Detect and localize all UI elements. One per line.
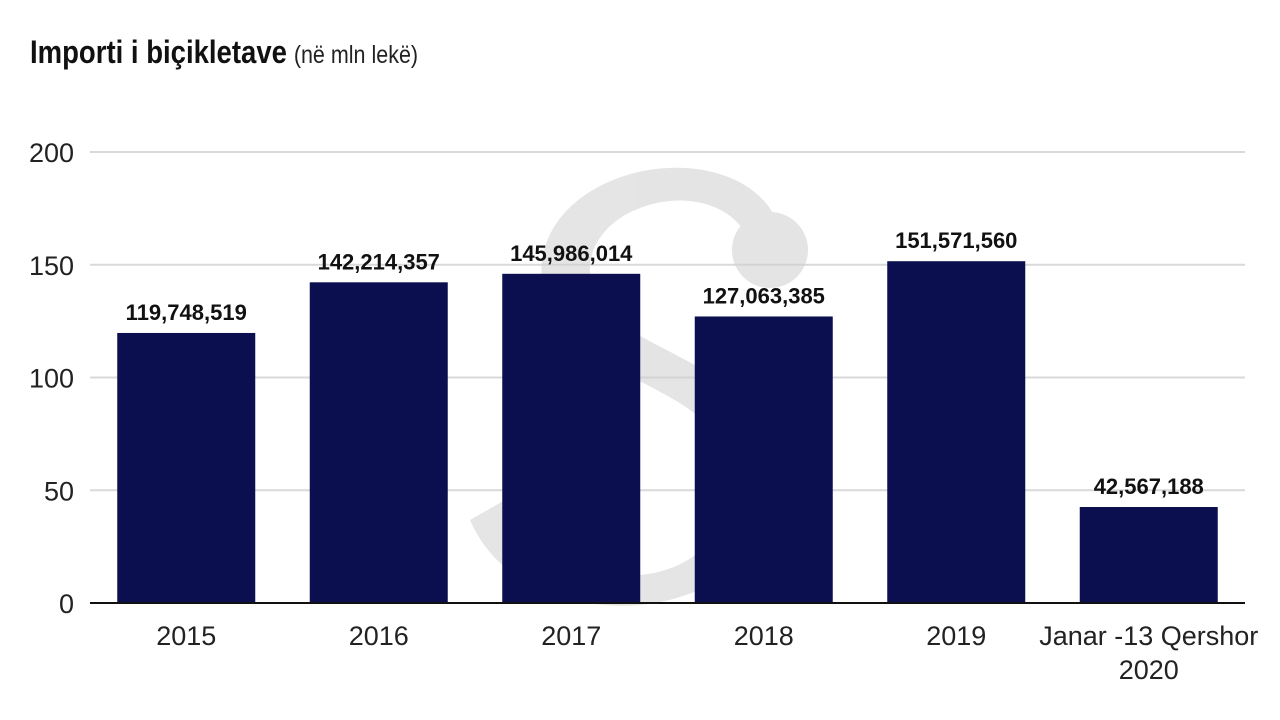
chart-title-main: Importi i biçikletave bbox=[30, 34, 287, 70]
y-axis-ticks: 0 50 100 150 200 bbox=[29, 138, 74, 619]
x-tick-label: 2017 bbox=[541, 621, 601, 651]
x-tick-label: 2018 bbox=[734, 621, 794, 651]
y-tick-label: 100 bbox=[29, 364, 74, 394]
data-label: 127,063,385 bbox=[703, 283, 825, 308]
x-tick-label: 2016 bbox=[349, 621, 409, 651]
chart-subtitle: (në mln lekë) bbox=[293, 41, 419, 69]
watermark-dot bbox=[732, 212, 808, 288]
y-tick-label: 150 bbox=[29, 251, 74, 281]
bars bbox=[117, 261, 1218, 603]
x-axis-ticks: 2015 2016 2017 2018 2019 Janar -13 Qershor 202… bbox=[156, 621, 1258, 685]
grid-lines bbox=[90, 151, 1245, 492]
y-tick-label: 50 bbox=[44, 476, 74, 506]
data-labels: 119,748,519 142,214,357 145,986,014 127,063… bbox=[126, 228, 1204, 499]
x-tick-label: 2015 bbox=[156, 621, 216, 651]
data-label: 119,748,519 bbox=[126, 300, 247, 325]
data-label: 145,986,014 bbox=[510, 241, 633, 266]
bar bbox=[502, 273, 641, 603]
data-label: 42,567,188 bbox=[1094, 474, 1204, 499]
data-label: 151,571,560 bbox=[895, 228, 1017, 253]
bar bbox=[117, 332, 256, 603]
x-tick-label: 2020 bbox=[1119, 655, 1179, 685]
x-tick-label: 2019 bbox=[926, 621, 986, 651]
chart-title: Importi i biçikletave (në mln lekë) bbox=[30, 34, 418, 71]
bar bbox=[887, 261, 1026, 603]
bar bbox=[1079, 507, 1218, 603]
y-tick-label: 200 bbox=[29, 138, 74, 168]
x-tick-label: Janar -13 Qershor bbox=[1039, 621, 1258, 651]
data-label: 142,214,357 bbox=[318, 249, 440, 274]
bar bbox=[694, 316, 833, 603]
y-tick-label: 0 bbox=[59, 589, 74, 619]
bar bbox=[309, 282, 448, 603]
